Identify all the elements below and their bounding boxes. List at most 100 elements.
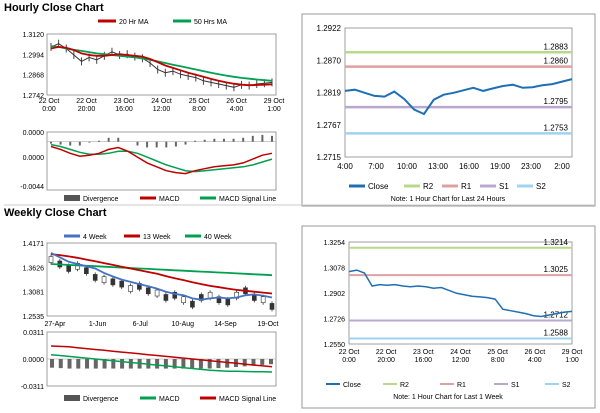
weekly-divergence-bar <box>155 359 160 369</box>
weekly-close-legend-label: S1 <box>511 382 520 389</box>
hourly-macd-legend-label: MACD Signal Line <box>219 196 276 203</box>
weekly-close-plot-area <box>348 241 573 345</box>
hourly-macd-ytick: 0.0000 <box>23 155 45 162</box>
hourly-close-legend-label: Close <box>368 182 389 191</box>
weekly-divergence-bar <box>207 359 212 369</box>
hourly-ma-legend-label: 20 Hr MA <box>119 19 149 26</box>
weekly-price-candle <box>181 296 186 304</box>
hourly-close-ytick: 1.2922 <box>317 24 342 33</box>
hourly-level-s1-label: 1.2795 <box>544 97 569 106</box>
hourly-macd-legend-swatch <box>64 195 80 201</box>
weekly-price-xtick: 27-Apr <box>44 321 66 328</box>
weekly-price-ytick: 1.3626 <box>23 265 45 272</box>
weekly-close-legend-label: R1 <box>457 382 466 389</box>
weekly-close-xtick-time: 0:00 <box>342 357 356 364</box>
weekly-level-r1-label: 1.3025 <box>544 265 569 274</box>
weekly-close-line <box>348 269 573 318</box>
hourly-price-xtick-date: 23 Oct <box>114 98 135 105</box>
weekly-divergence-bar <box>50 359 54 368</box>
weekly-price-plot-area <box>46 242 277 317</box>
weekly-price-candle <box>154 289 160 297</box>
weekly-divergence-bar <box>269 359 273 365</box>
hourly-price-xtick-date: 26 Oct <box>226 98 247 105</box>
weekly-price-ytick: 1.4171 <box>23 241 45 248</box>
weekly-close-xtick-date: 26 Oct <box>525 349 546 356</box>
weekly-close-xtick-time: 20:00 <box>377 357 395 364</box>
weekly-price-candle <box>128 285 133 292</box>
weekly-close-xtick-time: 8:00 <box>491 357 505 364</box>
weekly-ma-legend-label: 40 Week <box>204 234 232 241</box>
hourly-price-xtick-time: 20:00 <box>78 106 96 113</box>
hourly-ma-legend-label: 50 Hrs MA <box>194 19 227 26</box>
hourly-close-note: Note: 1 Hour Chart for Last 24 Hours <box>391 196 506 203</box>
weekly-price-candle <box>66 265 71 272</box>
weekly-price-candle <box>190 300 195 308</box>
weekly-price-xtick: 14-Sep <box>214 321 237 328</box>
weekly-close-ytick: 1.3254 <box>324 240 346 247</box>
hourly-50hr-ma-line <box>50 45 273 82</box>
weekly-4wk-ma-line <box>50 252 273 301</box>
weekly-macd-legend-label: Divergence <box>83 396 119 403</box>
weekly-price-candle <box>101 276 107 283</box>
hourly-close-ytick: 1.2715 <box>317 153 342 162</box>
weekly-divergence-bar <box>85 359 90 369</box>
weekly-divergence-bar <box>242 359 247 367</box>
hourly-level-r2-label: 1.2883 <box>544 42 569 51</box>
hourly-price-xtick-time: 16:00 <box>115 106 133 113</box>
weekly-divergence-bar <box>163 359 168 369</box>
hourly-price-xtick-date: 22 Oct <box>76 98 97 105</box>
weekly-macd-line <box>50 353 273 373</box>
weekly-divergence-bar <box>128 359 133 369</box>
hourly-price-line <box>50 43 273 88</box>
hourly-price-xtick-date: 24 Oct <box>151 98 172 105</box>
weekly-price-candle <box>260 296 266 304</box>
hourly-close-xtick: 16:00 <box>459 162 480 171</box>
weekly-macd-legend-swatch <box>64 395 80 401</box>
hourly-price-xtick-time: 4:00 <box>230 106 244 113</box>
weekly-close-legend-label: S2 <box>562 382 571 389</box>
weekly-divergence-bar <box>111 359 116 369</box>
hourly-section-title: Hourly Close Chart <box>4 2 104 14</box>
hourly-close-xtick: 4:00 <box>337 162 353 171</box>
hourly-macd-plot-area <box>46 131 277 191</box>
weekly-price-xtick: 19-Oct <box>257 321 278 328</box>
weekly-price-ytick: 1.2535 <box>23 314 45 321</box>
weekly-price-candle <box>145 287 151 295</box>
hourly-close-ytick: 1.2870 <box>317 56 342 65</box>
weekly-close-ytick: 1.2902 <box>324 291 346 298</box>
hourly-macd-line <box>50 145 273 175</box>
hourly-price-xtick-date: 29 Oct <box>264 98 285 105</box>
weekly-price-candle <box>207 291 213 299</box>
weekly-price-ytick: 1.3081 <box>23 290 45 297</box>
weekly-close-ytick: 1.3078 <box>324 266 346 273</box>
hourly-close-legend-label: S1 <box>499 182 509 191</box>
weekly-right-panel-border <box>301 225 596 409</box>
weekly-close-xtick-time: 1:00 <box>565 357 579 364</box>
weekly-level-s2-label: 1.2588 <box>544 328 569 337</box>
weekly-divergence-bar <box>120 359 125 369</box>
hourly-macd-signal-line <box>50 143 273 173</box>
hourly-price-xtick-date: 22 Oct <box>39 98 60 105</box>
hourly-close-xtick: 19:00 <box>490 162 511 171</box>
hourly-price-xtick-time: 12:00 <box>153 106 171 113</box>
weekly-divergence-bar <box>260 359 265 365</box>
weekly-section-title: Weekly Close Chart <box>4 207 107 219</box>
weekly-close-legend-label: R2 <box>400 382 409 389</box>
weekly-close-xtick-time: 16:00 <box>415 357 433 364</box>
weekly-close-legend-label: Close <box>343 382 361 389</box>
hourly-close-xtick: 10:00 <box>397 162 418 171</box>
weekly-price-candle <box>172 291 178 299</box>
weekly-price-candle <box>110 278 116 286</box>
weekly-price-candle <box>48 256 54 263</box>
hourly-price-plot-area <box>46 33 277 96</box>
weekly-close-xtick-date: 24 Oct <box>450 349 471 356</box>
hourly-price-ytick: 1.2868 <box>23 73 45 80</box>
weekly-divergence-bar <box>93 359 98 369</box>
weekly-ma-legend-label: 4 Week <box>83 234 107 241</box>
hourly-close-xtick: 7:00 <box>368 162 384 171</box>
weekly-divergence-bar <box>251 359 256 366</box>
hourly-close-xtick: 13:00 <box>428 162 449 171</box>
hourly-close-legend-label: R2 <box>423 182 434 191</box>
